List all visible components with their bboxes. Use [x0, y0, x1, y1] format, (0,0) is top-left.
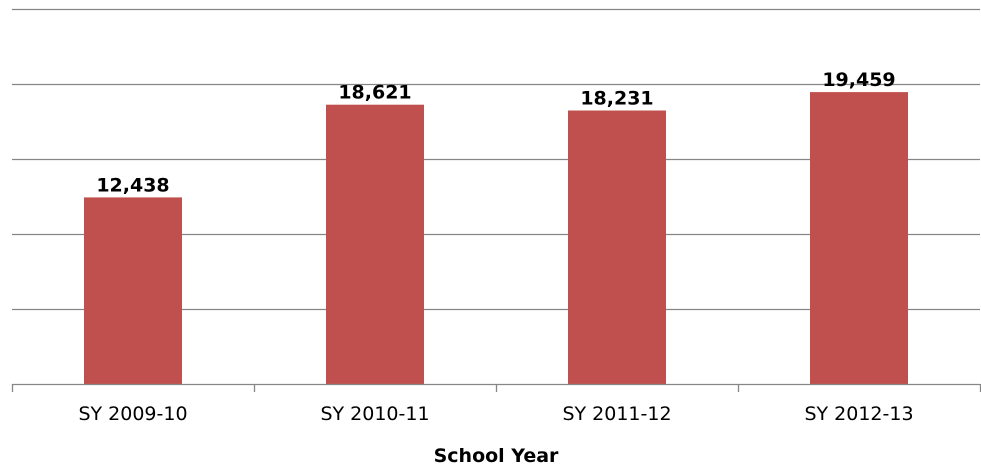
bar [326, 104, 424, 384]
bar [84, 197, 182, 384]
category-label: SY 2009-10 [78, 403, 187, 425]
category-label: SY 2011-12 [562, 403, 671, 425]
data-label: 18,231 [580, 88, 653, 110]
category-label: SY 2010-11 [320, 403, 429, 425]
category-label: SY 2012-13 [804, 403, 913, 425]
data-label: 12,438 [96, 174, 169, 196]
data-label: 19,459 [822, 69, 895, 91]
data-label: 18,621 [338, 82, 411, 104]
bar [568, 110, 666, 384]
category-labels: SY 2009-10 SY 2010-11 SY 2011-12 SY 2012-13 [78, 403, 913, 425]
x-axis-title: School Year [434, 445, 559, 467]
bar [810, 92, 908, 384]
bars [84, 92, 908, 384]
x-axis [11, 383, 981, 392]
data-labels: 12,438 18,621 18,231 19,459 [96, 69, 895, 196]
